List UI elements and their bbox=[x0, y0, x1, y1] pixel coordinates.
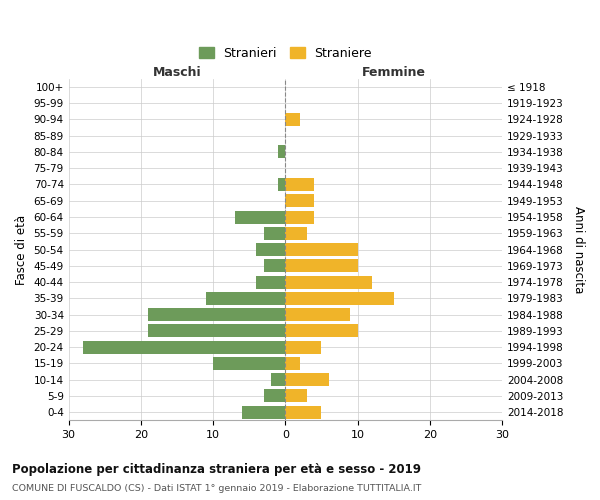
Bar bbox=[286, 113, 300, 126]
Text: Femmine: Femmine bbox=[362, 66, 426, 79]
Bar bbox=[286, 210, 314, 224]
Bar bbox=[256, 243, 286, 256]
Bar bbox=[278, 146, 286, 158]
Y-axis label: Anni di nascita: Anni di nascita bbox=[572, 206, 585, 293]
Bar bbox=[271, 373, 286, 386]
Bar bbox=[263, 227, 286, 240]
Bar bbox=[263, 260, 286, 272]
Bar bbox=[278, 178, 286, 191]
Bar bbox=[286, 357, 300, 370]
Bar bbox=[286, 390, 307, 402]
Bar bbox=[286, 373, 329, 386]
Bar bbox=[286, 292, 394, 305]
Y-axis label: Fasce di età: Fasce di età bbox=[15, 214, 28, 284]
Bar bbox=[286, 276, 372, 288]
Bar bbox=[213, 357, 286, 370]
Bar bbox=[206, 292, 286, 305]
Bar bbox=[242, 406, 286, 418]
Bar bbox=[286, 178, 314, 191]
Text: COMUNE DI FUSCALDO (CS) - Dati ISTAT 1° gennaio 2019 - Elaborazione TUTTITALIA.I: COMUNE DI FUSCALDO (CS) - Dati ISTAT 1° … bbox=[12, 484, 421, 493]
Bar bbox=[286, 243, 358, 256]
Bar bbox=[263, 390, 286, 402]
Bar bbox=[256, 276, 286, 288]
Bar bbox=[286, 406, 322, 418]
Bar bbox=[286, 324, 358, 338]
Text: Popolazione per cittadinanza straniera per età e sesso - 2019: Popolazione per cittadinanza straniera p… bbox=[12, 462, 421, 475]
Bar bbox=[286, 194, 314, 207]
Bar bbox=[148, 324, 286, 338]
Bar bbox=[286, 340, 322, 353]
Text: Maschi: Maschi bbox=[153, 66, 202, 79]
Bar bbox=[235, 210, 286, 224]
Bar bbox=[83, 340, 286, 353]
Bar bbox=[148, 308, 286, 321]
Bar bbox=[286, 260, 358, 272]
Legend: Stranieri, Straniere: Stranieri, Straniere bbox=[193, 40, 379, 66]
Bar bbox=[286, 227, 307, 240]
Bar bbox=[286, 308, 350, 321]
